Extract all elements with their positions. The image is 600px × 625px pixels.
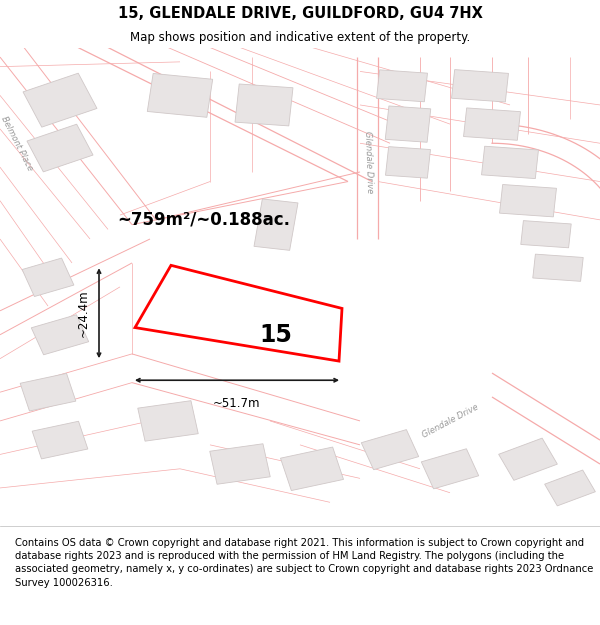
Polygon shape xyxy=(235,84,293,126)
Polygon shape xyxy=(464,108,520,140)
Polygon shape xyxy=(521,221,571,248)
Polygon shape xyxy=(22,258,74,296)
Polygon shape xyxy=(280,447,344,491)
Text: ~51.7m: ~51.7m xyxy=(213,397,261,410)
Text: 15: 15 xyxy=(260,322,292,347)
Polygon shape xyxy=(23,73,97,127)
Polygon shape xyxy=(138,401,198,441)
Polygon shape xyxy=(32,421,88,459)
Polygon shape xyxy=(482,146,538,179)
Polygon shape xyxy=(452,69,508,102)
Polygon shape xyxy=(254,199,298,251)
Polygon shape xyxy=(361,429,419,470)
Polygon shape xyxy=(385,106,431,142)
Polygon shape xyxy=(377,70,427,102)
Polygon shape xyxy=(386,147,430,178)
Polygon shape xyxy=(20,373,76,411)
Polygon shape xyxy=(545,470,595,506)
Polygon shape xyxy=(147,74,213,118)
Polygon shape xyxy=(210,444,270,484)
Text: Glendale Drive: Glendale Drive xyxy=(421,402,479,439)
Polygon shape xyxy=(135,266,342,361)
Polygon shape xyxy=(421,449,479,489)
Text: ~759m²/~0.188ac.: ~759m²/~0.188ac. xyxy=(117,211,290,229)
Text: Glendale Drive: Glendale Drive xyxy=(363,131,374,194)
Text: ~24.4m: ~24.4m xyxy=(77,289,90,337)
Text: Contains OS data © Crown copyright and database right 2021. This information is : Contains OS data © Crown copyright and d… xyxy=(15,538,593,588)
Polygon shape xyxy=(27,124,93,172)
Text: Belmont Place: Belmont Place xyxy=(0,114,34,172)
Polygon shape xyxy=(499,438,557,481)
Text: 15, GLENDALE DRIVE, GUILDFORD, GU4 7HX: 15, GLENDALE DRIVE, GUILDFORD, GU4 7HX xyxy=(118,6,482,21)
Polygon shape xyxy=(533,254,583,281)
Text: Map shows position and indicative extent of the property.: Map shows position and indicative extent… xyxy=(130,31,470,44)
Polygon shape xyxy=(31,315,89,355)
Polygon shape xyxy=(500,184,556,217)
